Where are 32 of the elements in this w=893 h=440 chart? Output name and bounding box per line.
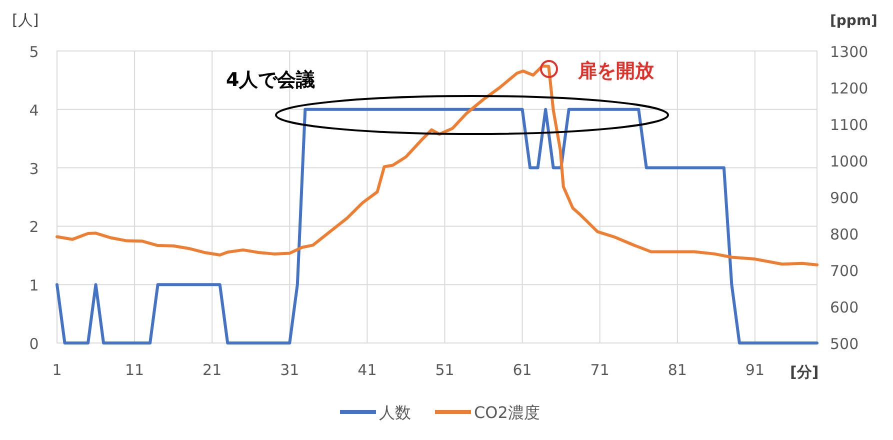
y2-tick-label: 1000 [830,152,868,170]
x-tick-label: 81 [668,361,687,379]
x-tick-label: 31 [280,361,300,379]
y-tick-label: 2 [29,218,39,236]
y2-axis-title: [ppm] [830,13,878,29]
annotation: 4人で会議 [226,69,316,91]
y2-tick-label: 1300 [830,43,868,61]
x-tick-label: 1 [52,361,62,379]
x-tick-label: 61 [512,361,532,379]
y2-tick-label: 1200 [830,80,868,98]
y-tick-label: 5 [29,43,39,61]
annotation: 扉を開放 [577,60,655,82]
y2-tick-label: 600 [830,298,859,316]
x-tick-label: 21 [202,361,222,379]
x-tick-label: 41 [358,361,377,379]
x-tick-label: 71 [590,361,610,379]
legend-label: CO2濃度 [474,403,540,422]
y-axis-title: [人] [12,11,39,29]
y2-tick-label: 1100 [830,116,868,134]
legend-label: 人数 [379,403,411,422]
x-tick-label: 91 [745,361,765,379]
x-axis-title: [分] [790,363,819,381]
x-tick-label: 51 [435,361,454,379]
y2-tick-label: 700 [830,262,859,280]
y2-tick-label: 800 [830,226,859,244]
y-tick-label: 1 [29,276,39,295]
y-tick-label: 3 [29,160,39,178]
y2-tick-label: 900 [830,189,859,207]
y-tick-label: 4 [29,101,39,120]
y2-tick-label: 500 [830,335,859,353]
x-tick-label: 11 [125,361,144,379]
y-tick-label: 0 [29,335,39,353]
